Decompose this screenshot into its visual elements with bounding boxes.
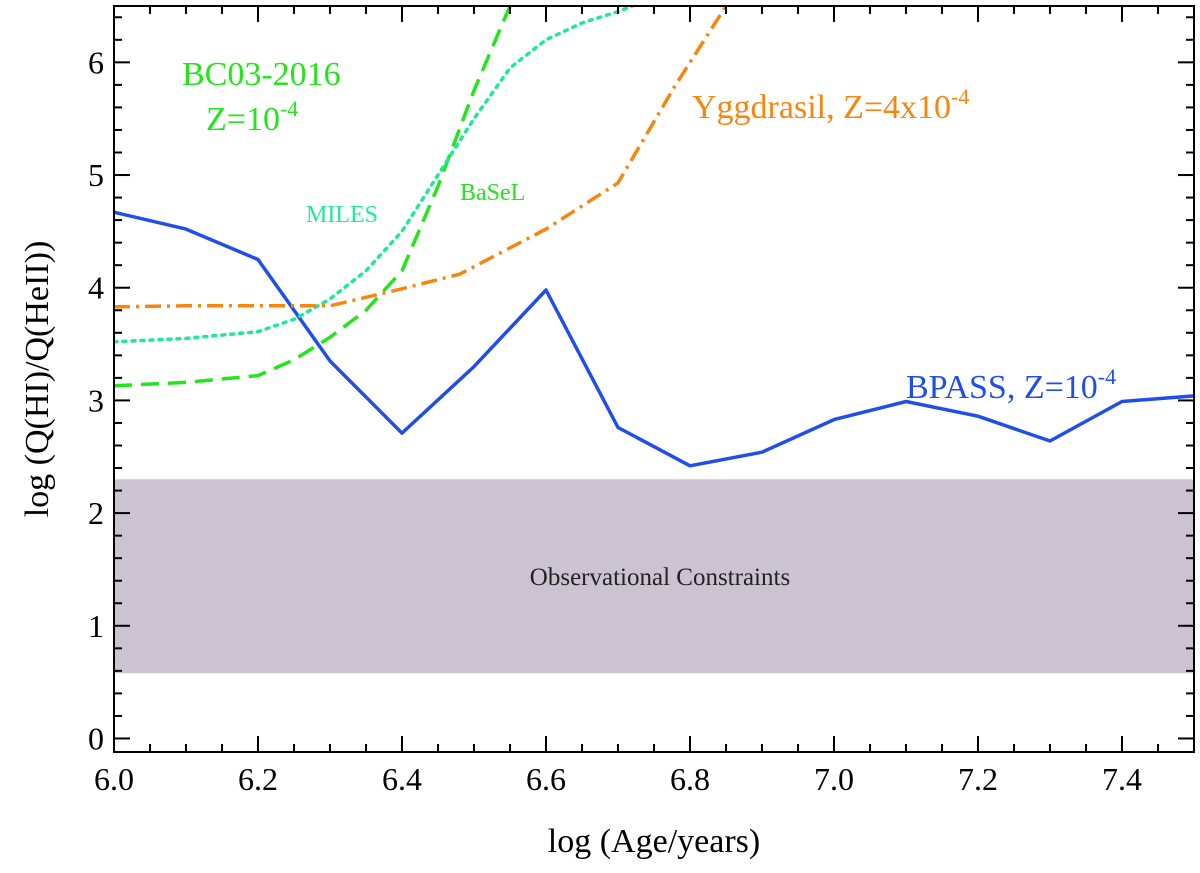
y-tick-label: 4: [88, 270, 104, 306]
x-tick-label: 7.2: [958, 761, 998, 797]
bpass-label: BPASS, Z=10-4: [906, 364, 1116, 406]
observational-constraints-band: [114, 479, 1194, 674]
bc03-label-line1: BC03-2016: [182, 56, 341, 93]
yggdrasil-label-text: Yggdrasil, Z=4x10: [692, 89, 951, 126]
y-axis-label: log (Q(HI)/Q(HeII)): [19, 241, 56, 518]
basel-label: BaSeL: [460, 180, 525, 206]
bpass-label-text: BPASS, Z=10: [906, 369, 1098, 406]
x-tick-label: 6.6: [526, 761, 566, 797]
x-tick-label: 6.0: [94, 761, 134, 797]
series-line-bc03-2016-miles: [114, 6, 635, 344]
miles-label: MILES: [306, 202, 378, 228]
y-tick-label: 2: [88, 495, 104, 531]
y-tick-label: 5: [88, 157, 104, 193]
bc03-label-z: Z=10: [206, 101, 280, 138]
series-line-bc03-2016-basel: [114, 6, 512, 388]
series-line-yggdrasil: [114, 6, 728, 309]
x-tick-label: 6.2: [238, 761, 278, 797]
x-tick-label: 6.4: [382, 761, 422, 797]
yggdrasil-label-sup: -4: [951, 84, 969, 109]
bc03-label-line2: Z=10-4: [206, 96, 298, 138]
bpass-label-sup: -4: [1098, 364, 1116, 389]
series-line-bpass: [114, 210, 1194, 468]
y-tick-label: 0: [88, 720, 104, 756]
y-tick-label: 6: [88, 44, 104, 80]
y-tick-label: 3: [88, 382, 104, 418]
y-tick-label: 1: [88, 608, 104, 644]
yggdrasil-label: Yggdrasil, Z=4x10-4: [692, 84, 969, 126]
x-tick-label: 7.4: [1102, 761, 1142, 797]
x-tick-label: 6.8: [670, 761, 710, 797]
x-tick-label: 7.0: [814, 761, 854, 797]
bc03-label-sup: -4: [280, 96, 298, 121]
band-label: Observational Constraints: [530, 564, 790, 591]
x-axis-label: log (Age/years): [548, 823, 760, 860]
